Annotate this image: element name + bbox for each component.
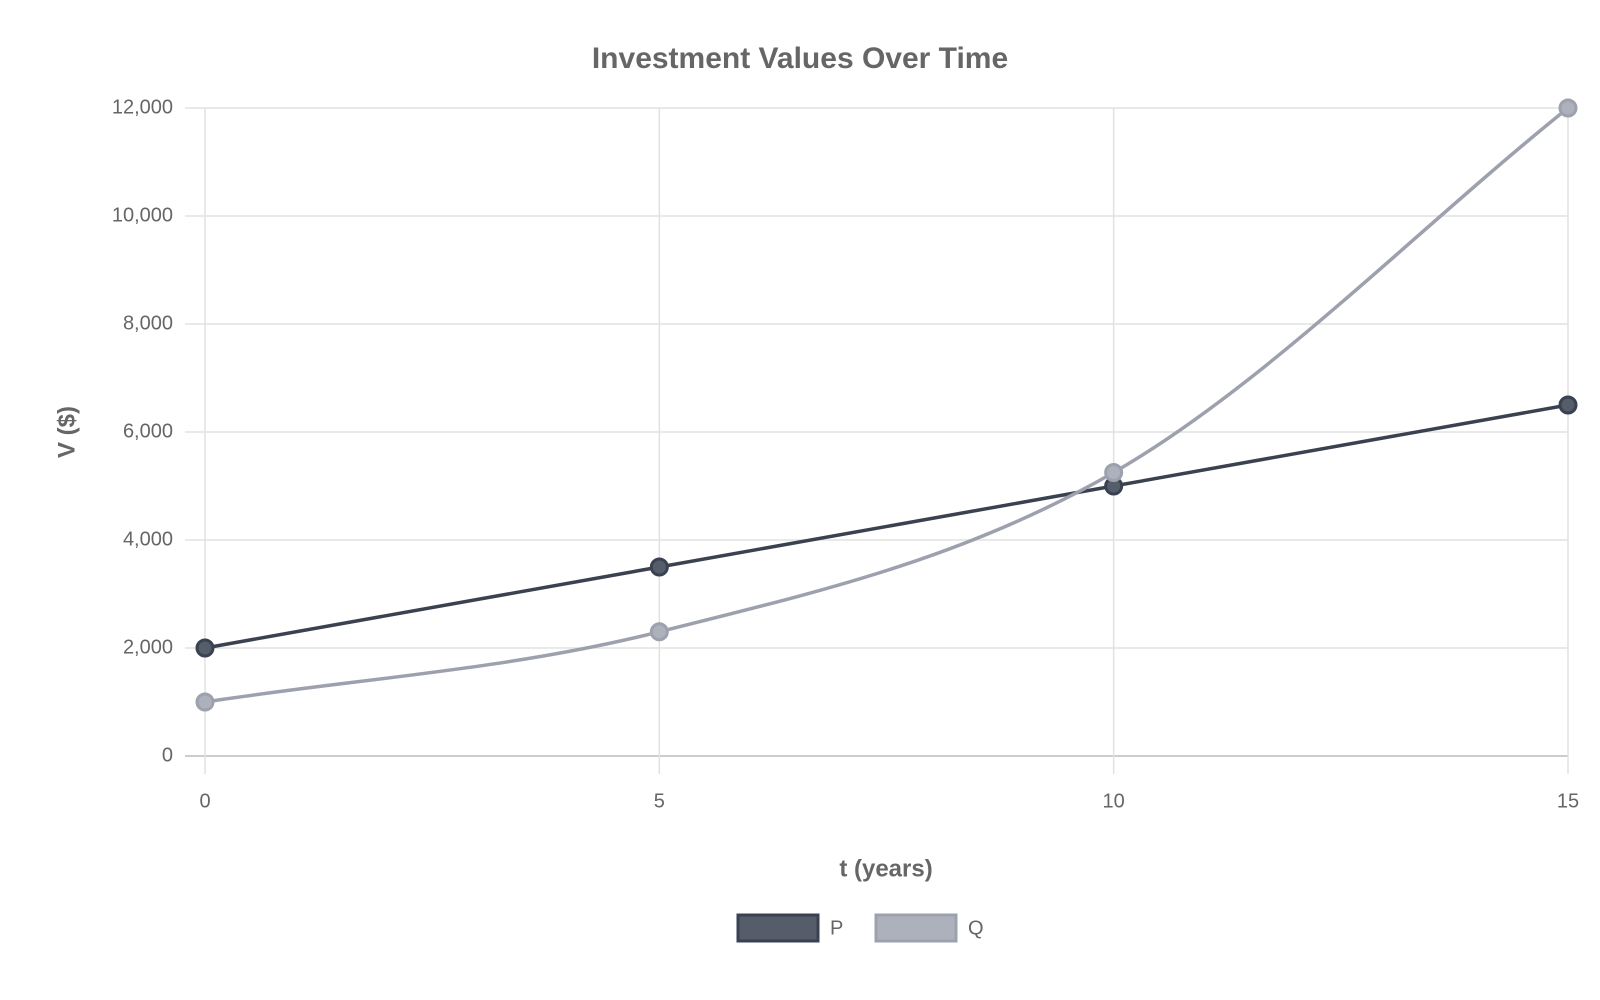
series-line bbox=[204, 106, 1570, 704]
x-tick-label: 5 bbox=[654, 790, 665, 812]
data-point bbox=[195, 638, 215, 658]
y-tick-label: 4,000 bbox=[123, 528, 173, 550]
legend-label: Q bbox=[968, 917, 984, 939]
x-tick-label: 15 bbox=[1557, 790, 1579, 812]
series-line bbox=[204, 403, 1569, 650]
y-tick-label: 2,000 bbox=[123, 636, 173, 658]
data-point bbox=[1558, 98, 1578, 118]
x-tick-label: 10 bbox=[1103, 790, 1125, 812]
data-point bbox=[649, 557, 669, 577]
y-tick-label: 0 bbox=[162, 744, 173, 766]
data-point bbox=[1558, 395, 1578, 415]
legend-swatch bbox=[736, 913, 820, 943]
legend-label: P bbox=[830, 917, 843, 939]
data-point bbox=[1104, 463, 1124, 482]
y-axis-title: V ($) bbox=[53, 406, 80, 458]
x-tick-label: 0 bbox=[199, 790, 210, 812]
y-tick-label: 8,000 bbox=[123, 312, 173, 334]
y-tick-label: 12,000 bbox=[112, 96, 173, 118]
y-tick-label: 6,000 bbox=[123, 420, 173, 442]
data-point bbox=[195, 692, 215, 712]
x-axis-title: t (years) bbox=[839, 855, 932, 882]
legend-swatch bbox=[874, 913, 958, 943]
chart-title: Investment Values Over Time bbox=[592, 42, 1008, 75]
data-point bbox=[649, 622, 669, 642]
y-tick-label: 10,000 bbox=[112, 204, 173, 226]
